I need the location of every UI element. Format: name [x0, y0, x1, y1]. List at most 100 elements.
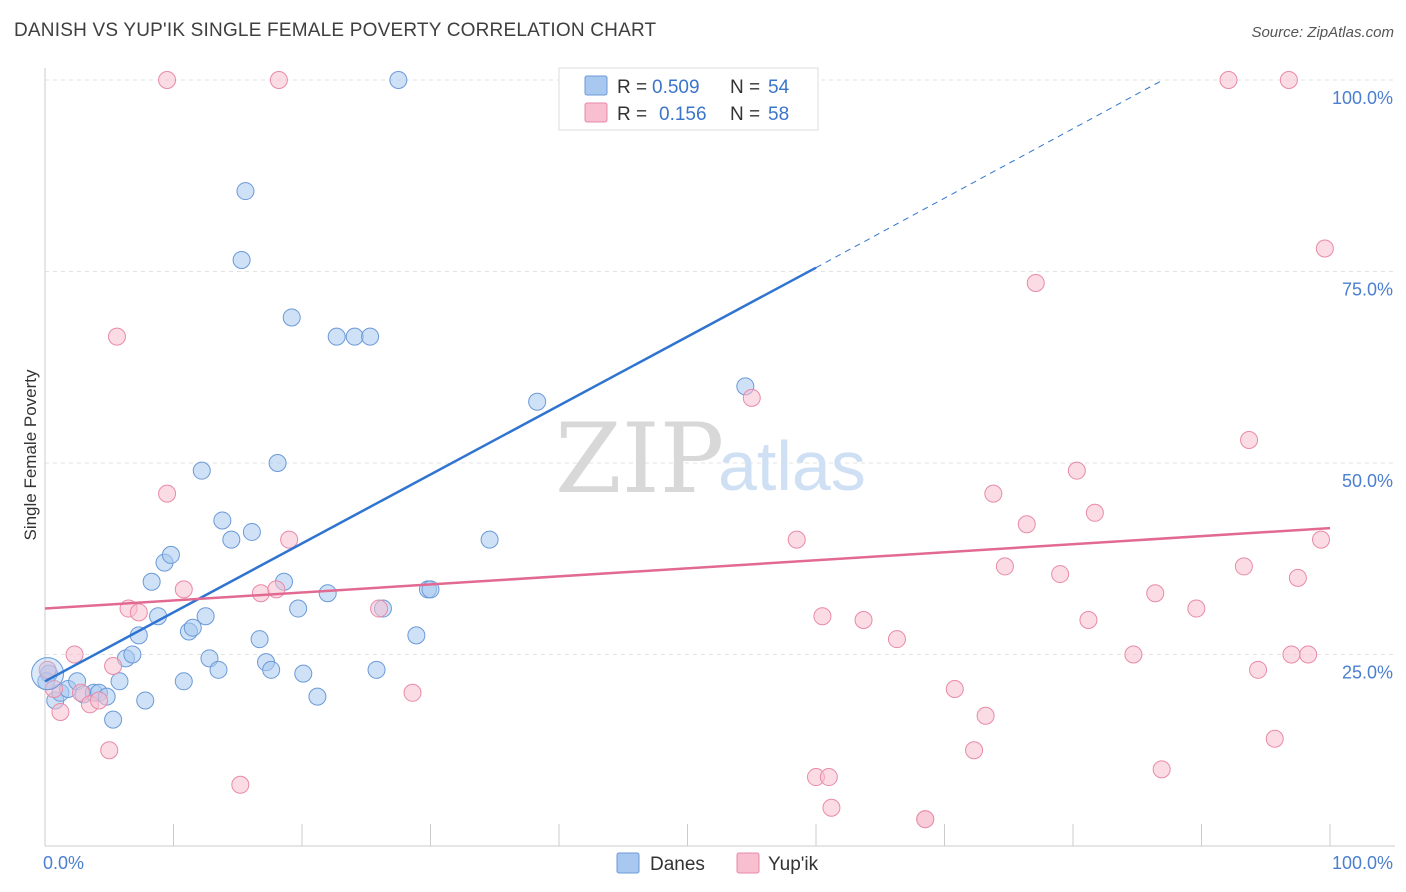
point-danes-26: [213, 511, 232, 530]
point-yupik-56: [916, 810, 935, 829]
point-yupik-22: [742, 388, 761, 407]
point-yupik-48: [1249, 660, 1268, 679]
point-danes-37: [289, 599, 308, 618]
point-yupik-7: [100, 741, 119, 760]
point-yupik-35: [1017, 515, 1036, 534]
point-danes-18: [161, 545, 180, 564]
watermark-zip: ZIP: [555, 403, 724, 515]
point-danes-23: [196, 607, 215, 626]
y-tick-label-3: 100.0%: [1332, 88, 1393, 108]
y-tick-label-0: 25.0%: [1342, 663, 1393, 683]
point-yupik-40: [1085, 503, 1104, 522]
point-yupik-54: [1315, 239, 1334, 258]
point-yupik-28: [887, 630, 906, 649]
point-yupik-18: [269, 71, 288, 89]
point-yupik-38: [1067, 461, 1086, 480]
point-danes-40: [318, 584, 337, 603]
point-yupik-16: [251, 584, 270, 603]
y-tick-labels: 25.0% 50.0% 75.0% 100.0%: [1332, 88, 1393, 683]
source-label: Source: ZipAtlas.com: [1251, 24, 1394, 41]
point-yupik-15: [231, 775, 250, 794]
point-danes-28: [232, 251, 251, 270]
point-yupik-32: [976, 706, 995, 725]
point-danes-cluster: [31, 657, 65, 691]
point-yupik-30: [945, 679, 964, 698]
watermark-atlas: atlas: [718, 427, 866, 505]
point-danes-39: [308, 687, 327, 706]
y-tick-label-2: 75.0%: [1342, 280, 1393, 300]
point-yupik-14: [174, 580, 193, 599]
point-yupik-44: [1187, 599, 1206, 618]
point-danes-29: [236, 182, 255, 201]
point-danes-38: [294, 664, 313, 683]
trend-line-danes: [44, 266, 817, 683]
point-yupik-31: [965, 741, 984, 760]
point-danes-47: [407, 626, 426, 645]
legend-r-value-danes: 0.509: [652, 77, 700, 98]
axes: [44, 68, 1395, 847]
point-danes-36: [282, 308, 301, 327]
point-danes-22: [192, 461, 211, 480]
trend-line-yupik: [44, 526, 1331, 610]
chart-title: DANISH VS YUP'IK SINGLE FEMALE POVERTY C…: [14, 20, 657, 41]
legend-r-label-danes: R =: [617, 77, 647, 98]
point-yupik-36: [1026, 273, 1045, 292]
point-danes-34: [268, 454, 287, 472]
point-yupik-1: [44, 679, 63, 698]
point-yupik-45: [1219, 71, 1238, 89]
point-yupik-51: [1288, 568, 1307, 587]
legend-swatch-yupik: [584, 102, 608, 123]
y-tick-label-1: 50.0%: [1342, 471, 1393, 491]
point-danes-44: [367, 660, 386, 679]
point-danes-12: [123, 645, 142, 664]
point-yupik-53: [1312, 530, 1331, 549]
point-yupik-41: [1124, 645, 1143, 664]
trend-extension-danes: [815, 79, 1164, 269]
legend-r-value-yupik: 0.156: [659, 104, 707, 125]
point-danes-41: [327, 327, 346, 346]
point-danes-50: [480, 530, 499, 549]
point-yupik-2: [51, 702, 70, 721]
point-yupik-26: [822, 798, 841, 817]
legend-top: R = 0.509 N = 54 R = 0.156 N = 58: [558, 67, 819, 131]
point-yupik-23: [787, 530, 806, 549]
point-danes-33: [262, 660, 281, 679]
point-yupik-46: [1234, 557, 1253, 576]
legend-bottom-swatch-danes: [616, 852, 640, 874]
legend-r-label-yupik: R =: [617, 104, 647, 125]
legend-swatch-danes: [584, 75, 608, 96]
point-yupik-39: [1079, 611, 1098, 630]
legend-bottom: Danes Yup'ik: [616, 852, 819, 875]
legend-n-label-danes: N =: [730, 77, 760, 98]
point-yupik-20: [370, 599, 389, 618]
point-danes-43: [361, 327, 380, 346]
legend-n-value-yupik: 58: [768, 104, 789, 125]
legend-n-value-danes: 54: [768, 77, 790, 98]
legend-n-label-yupik: N =: [730, 104, 760, 125]
point-danes-10: [110, 672, 129, 691]
data-points: [31, 71, 1334, 829]
point-danes-30: [242, 522, 261, 541]
point-danes-27: [222, 530, 241, 549]
point-yupik-55: [1282, 645, 1301, 664]
point-danes-14: [136, 691, 155, 710]
point-danes-25: [209, 660, 228, 679]
x-tick-label-1: 100.0%: [1332, 853, 1393, 873]
point-danes-31: [250, 630, 269, 649]
legend-bottom-swatch-yupik: [736, 852, 760, 874]
x-tick-labels: 0.0% 100.0%: [43, 853, 1393, 873]
point-yupik-57: [819, 768, 838, 787]
point-danes-42: [345, 327, 364, 346]
point-danes-46: [389, 71, 408, 89]
point-yupik-43: [1152, 760, 1171, 779]
point-yupik-0: [38, 660, 57, 679]
point-yupik-34: [995, 557, 1014, 576]
point-yupik-49: [1265, 729, 1284, 748]
point-danes-51: [528, 392, 547, 411]
trend-lines: [44, 79, 1331, 683]
point-yupik-47: [1240, 431, 1259, 450]
point-yupik-42: [1146, 584, 1165, 603]
point-danes-19: [174, 672, 193, 691]
point-yupik-33: [984, 484, 1003, 503]
